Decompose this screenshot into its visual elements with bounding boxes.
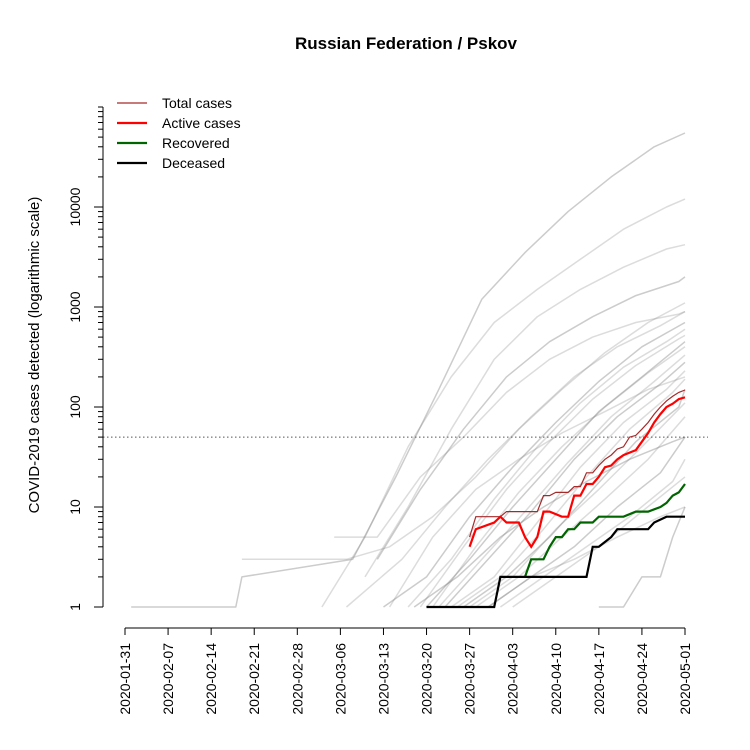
background-series-line [419,334,686,608]
x-tick-label: 2020-05-01 [677,643,693,715]
background-series-line [469,402,686,608]
background-series-line [450,370,686,608]
background-series-line [241,302,686,561]
series-line-total-cases [469,389,686,538]
y-tick-label: 1000 [67,291,83,322]
background-series-line [407,328,686,608]
background-series-line [438,354,686,608]
main-series-group [426,389,686,609]
legend-entry: Deceased [162,155,225,171]
series-line-active-cases [468,396,686,549]
background-series-line [487,436,686,608]
x-tick-label: 2020-03-27 [462,643,478,715]
x-tick-label: 2020-02-07 [160,643,176,715]
x-tick-label: 2020-02-21 [246,643,262,715]
background-series-line [444,361,686,608]
background-series-line [346,310,686,608]
y-tick-label: 10 [67,499,83,515]
y-axis: 1 10 100 1000 10000 [67,106,104,611]
legend-entry: Total cases [162,95,232,111]
background-series-line [425,341,686,608]
y-tick-label: 1 [67,603,83,611]
x-tick-label: 2020-01-31 [117,643,133,715]
background-series-line [499,458,686,608]
background-series-line [334,310,686,538]
background-series-line [321,198,686,608]
series-line-deceased [426,515,685,609]
x-axis: 2020-01-31 2020-02-07 2020-02-14 2020-02-21… [117,627,693,715]
background-series-line [475,416,686,608]
legend-entry: Active cases [162,115,241,131]
background-series-line [131,132,686,608]
y-axis-label: COVID-2019 cases detected (logarithmic s… [26,197,43,514]
y-tick-label: 100 [67,395,83,419]
x-tick-label: 2020-04-17 [591,643,607,715]
chart-title: Russian Federation / Pskov [295,34,518,53]
background-series-line [383,321,686,608]
series-line-recovered [523,483,686,578]
x-tick-label: 2020-03-13 [376,643,392,715]
background-series-line [376,276,686,560]
background-series-line [364,243,686,578]
x-tick-label: 2020-04-03 [505,643,521,715]
x-tick-label: 2020-04-24 [634,643,650,715]
y-tick-label: 10000 [67,187,83,226]
x-tick-label: 2020-02-14 [203,643,219,715]
background-series-line [413,436,686,608]
x-tick-label: 2020-02-28 [289,643,305,715]
legend-entry: Recovered [162,135,230,151]
background-series-line [598,506,686,608]
background-series-line [445,506,686,608]
background-series-line [388,376,686,608]
x-tick-label: 2020-03-20 [419,643,435,715]
x-tick-label: 2020-04-10 [548,643,564,715]
background-series-group [131,132,686,608]
background-series-line [432,346,686,608]
x-tick-label: 2020-03-06 [332,643,348,715]
legend: Total cases Active cases Recovered Deceased [117,95,241,171]
